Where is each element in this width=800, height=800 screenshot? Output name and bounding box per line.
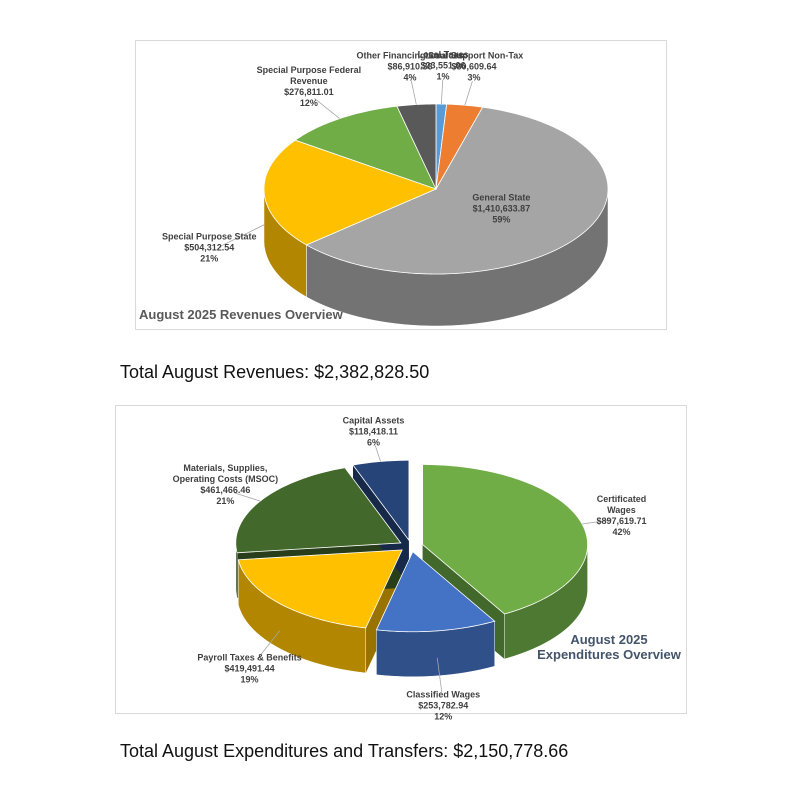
label-value: $276,811.01 — [284, 86, 334, 97]
data-label: Capital Assets $118,418.11 6% — [343, 415, 405, 448]
leader-line — [233, 492, 261, 502]
label-category: Local Support Non-Tax — [424, 50, 524, 61]
slice — [422, 464, 588, 615]
label-category: Certificated Wages — [596, 494, 647, 516]
chart-frame: Local Taxes $23,551.06 1% Local Support Non… — [135, 40, 667, 330]
label-category: Materials, Supplies, Operating Costs (MS… — [172, 463, 279, 485]
leader-line — [219, 224, 265, 248]
leader-line — [436, 657, 443, 692]
label-percent: 12% — [299, 97, 318, 108]
label-category: Other Financing Sources — [356, 50, 464, 61]
label-category: Capital Assets — [342, 415, 405, 426]
leader-line — [582, 519, 612, 525]
slice — [352, 459, 410, 542]
label-category: Classified Wages — [406, 689, 481, 700]
label-percent: 12% — [434, 711, 453, 722]
label-percent: 19% — [240, 674, 259, 685]
data-label: General State $1,410,633.87 59% — [472, 193, 530, 226]
label-value: $23,551.06 — [420, 60, 466, 71]
label-percent: 6% — [366, 437, 381, 448]
data-label: Materials, Supplies, Operating Costs (MS… — [165, 463, 285, 507]
label-value: $253,782.94 — [418, 700, 469, 711]
data-label: Other Financing Sources $86,910.38 4% — [357, 50, 464, 83]
chart-title: August 2025 Revenues Overview — [139, 307, 343, 322]
label-percent: 3% — [467, 72, 481, 83]
label-value: $897,619.71 — [596, 516, 647, 527]
label-percent: 21% — [216, 496, 235, 507]
label-category: General State — [472, 192, 531, 203]
label-value: $86,910.38 — [387, 61, 433, 72]
label-percent: 42% — [612, 527, 631, 538]
total-caption: Total August Expenditures and Transfers:… — [120, 741, 569, 761]
chart-title: August 2025 Expenditures Overview — [537, 632, 681, 662]
slice — [375, 551, 496, 633]
data-label: Special Purpose State $504,312.54 21% — [162, 231, 257, 264]
chart-frame: Certificated Wages $897,619.71 42% Classifi… — [115, 405, 687, 721]
label-value: $80,609.64 — [451, 61, 497, 72]
label-percent: 59% — [492, 214, 511, 225]
pie — [219, 79, 609, 327]
data-label: Classified Wages $253,782.94 12% — [406, 689, 480, 722]
label-value: $118,418.11 — [348, 426, 399, 437]
leader-line — [440, 79, 444, 105]
label-category: Special Purpose State — [161, 231, 257, 242]
total-caption: Total August Revenues: $2,382,828.50 — [120, 362, 430, 382]
label-percent: 21% — [200, 253, 219, 264]
label-value: $504,312.54 — [184, 242, 235, 253]
label-percent: 1% — [436, 71, 450, 82]
label-category: Special Purpose Federal Revenue — [256, 64, 362, 86]
leader-line — [256, 630, 281, 660]
slice — [396, 103, 437, 190]
data-label: Special Purpose Federal Revenue $276,811.… — [249, 65, 369, 109]
label-category: Local Taxes — [417, 49, 469, 60]
leader-line — [374, 445, 381, 462]
slice — [305, 106, 609, 275]
slice — [263, 139, 438, 246]
leader-line — [464, 81, 473, 106]
label-value: $1,410,633.87 — [472, 203, 531, 214]
data-label: Certificated Wages $897,619.71 42% — [589, 494, 654, 538]
data-label: Local Taxes $23,551.06 1% — [418, 49, 469, 82]
slice — [294, 105, 437, 190]
label-value: $461,466.46 — [200, 485, 251, 496]
slice — [235, 467, 402, 554]
label-category: Payroll Taxes & Benefits — [197, 652, 302, 663]
leader-line — [314, 98, 340, 119]
label-percent: 4% — [403, 72, 417, 83]
data-label: Local Support Non-Tax $80,609.64 3% — [425, 51, 523, 84]
label-value: $419,491.44 — [224, 663, 275, 674]
data-label: Payroll Taxes & Benefits $419,491.44 19% — [197, 652, 301, 685]
leader-line — [410, 80, 417, 105]
slice — [237, 549, 403, 629]
pie — [233, 445, 612, 692]
